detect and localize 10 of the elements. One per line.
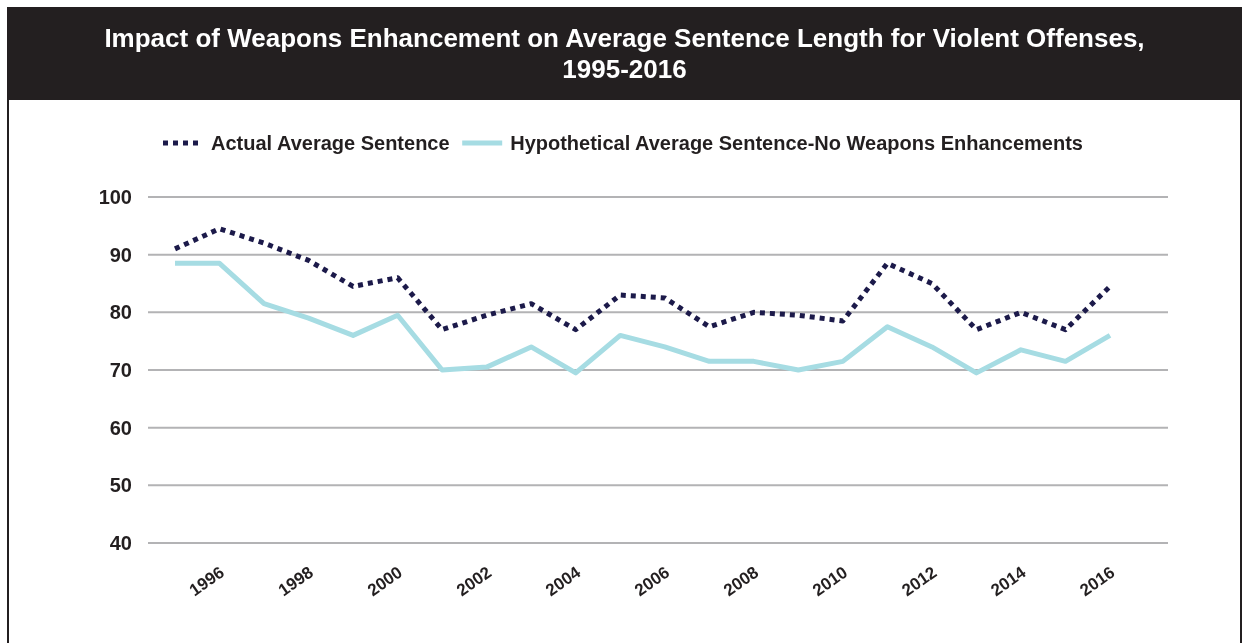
y-tick-label: 90 xyxy=(109,243,132,266)
chart-title: Impact of Weapons Enhancement on Average Sentence Length for Violent Offenses, 1995-2016 xyxy=(104,23,1145,84)
y-tick-label: 40 xyxy=(109,532,132,554)
legend-label: Hypothetical Average Sentence-No Weapons Enhancements xyxy=(510,132,1083,154)
legend-label: Actual Average Sentence xyxy=(211,132,450,154)
y-tick-label: 70 xyxy=(109,359,132,381)
y-tick-label: 60 xyxy=(109,416,132,439)
y-tick-label: 50 xyxy=(109,474,132,497)
y-tick-label: 80 xyxy=(109,301,132,324)
y-tick-label: 100 xyxy=(98,186,132,208)
